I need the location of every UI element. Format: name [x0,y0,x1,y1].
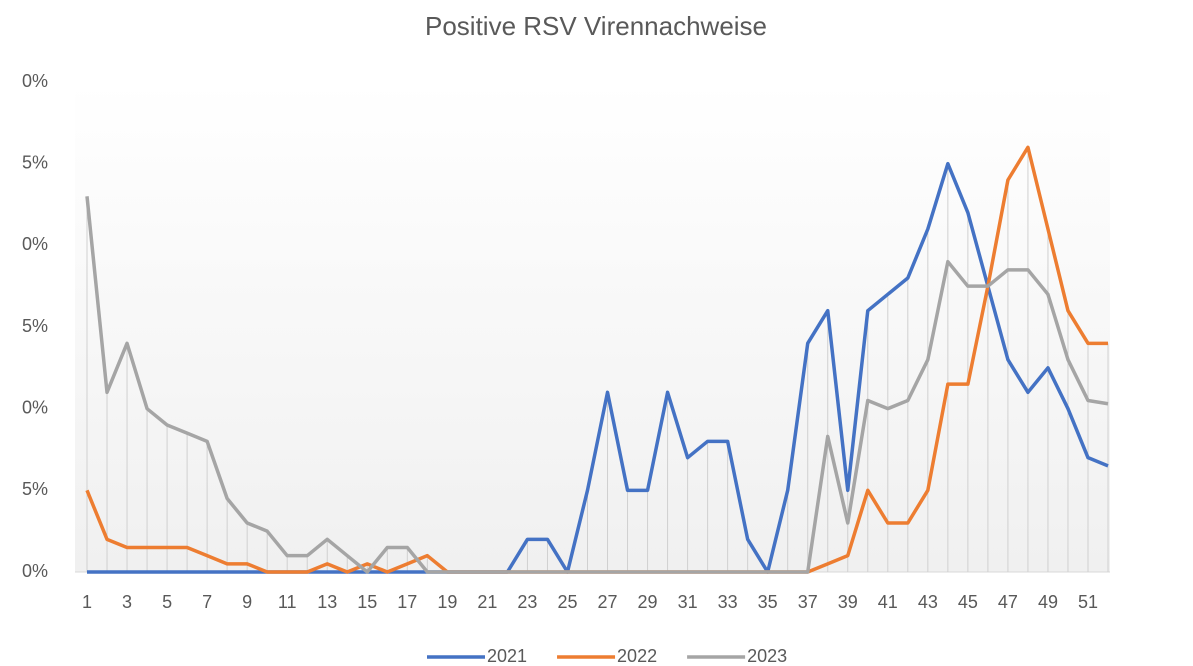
y-tick-label: 0% [22,397,48,417]
x-tick-label: 47 [998,592,1018,612]
x-tick-label: 41 [878,592,898,612]
y-tick-label: 0% [22,561,48,581]
plot-area [75,82,1110,572]
y-tick-label: 0% [22,71,48,91]
x-tick-label: 9 [242,592,252,612]
x-tick-label: 23 [517,592,537,612]
x-tick-label: 11 [278,592,297,612]
x-tick-label: 51 [1078,592,1098,612]
series-line [87,161,1109,574]
x-tick-label: 49 [1038,592,1058,612]
y-tick-label: 5% [22,479,48,499]
x-tick-label: 7 [202,592,212,612]
x-tick-label: 1 [82,592,92,612]
x-tick-label: 3 [122,592,132,612]
series-line [85,196,1109,574]
x-tick-label: 15 [357,592,377,612]
x-tick-label: 13 [317,592,337,612]
x-tick-label: 29 [638,592,658,612]
x-tick-label: 33 [718,592,738,612]
y-tick-label: 5% [22,152,48,172]
x-tick-label: 35 [758,592,778,612]
x-tick-label: 45 [958,592,978,612]
x-tick-label: 27 [598,592,618,612]
x-tick-label: 31 [678,592,698,612]
x-tick-label: 21 [477,592,497,612]
x-tick-label: 43 [918,592,938,612]
x-tick-label: 5 [162,592,172,612]
legend-label: 2022 [617,646,657,666]
x-tick-label: 39 [838,592,858,612]
x-tick-label: 25 [557,592,577,612]
y-tick-label: 0% [22,234,48,254]
x-tick-label: 37 [798,592,818,612]
chart-title: Positive RSV Virennachweise [425,11,767,41]
y-tick-label: 5% [22,316,48,336]
x-tick-label: 17 [397,592,417,612]
legend-label: 2023 [747,646,787,666]
x-tick-label: 19 [437,592,457,612]
legend-label: 2021 [487,646,527,666]
